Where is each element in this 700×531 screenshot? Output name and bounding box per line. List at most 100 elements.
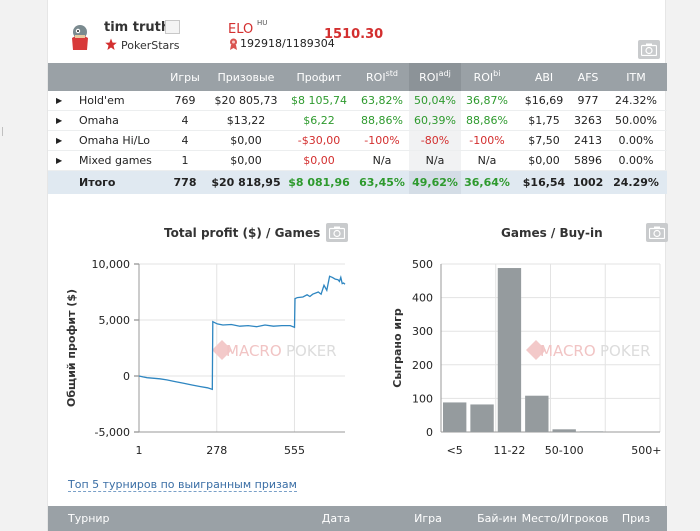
camera-icon xyxy=(641,43,657,56)
expand-arrow-icon[interactable]: ▶ xyxy=(56,116,63,125)
cell-abi: $0,00 xyxy=(528,154,560,167)
stats-row[interactable]: ▶ Omaha 4 $13,22 $6,22 88,86% 60,39% 88,86% $1,7… xyxy=(48,111,667,131)
buyin-chart-title: Games / Buy-in xyxy=(501,226,603,240)
profit-chart: -5,000 0 5,000 10,000 1 278 555 MACRO POKER Общий… xyxy=(65,258,346,457)
cell-afs: 5896 xyxy=(574,154,602,167)
cell-abi: $7,50 xyxy=(528,134,560,147)
cell-prizes: $0,00 xyxy=(230,154,262,167)
cell-games: 769 xyxy=(174,94,196,107)
elo-label: ELO xyxy=(228,22,254,37)
stats-table: Игры Призовые Профит ROI std ROI adj ROI bi… xyxy=(48,63,667,194)
header-game[interactable]: Игра xyxy=(414,512,442,525)
poker-room-name: PokerStars xyxy=(121,39,180,52)
cell-abi: $16,69 xyxy=(524,94,564,107)
x-tick-label: 1 xyxy=(136,444,143,457)
expand-arrow-icon[interactable]: ▶ xyxy=(56,156,63,165)
header-roi-adj-label: ROI xyxy=(419,70,439,84)
header-tournament[interactable]: Турнир xyxy=(68,512,110,525)
cell-roi: 63,82% xyxy=(361,94,403,107)
y-axis-label: Сыграно игр xyxy=(391,308,404,388)
cell-games: 4 xyxy=(181,134,189,147)
left-background xyxy=(0,0,47,531)
header-roi-bi[interactable]: ROI bi xyxy=(462,63,512,91)
header-prizes[interactable]: Призовые xyxy=(217,70,275,84)
profit-chart-screenshot-button[interactable] xyxy=(326,223,348,242)
cell-roi-adj: -80% xyxy=(420,134,450,147)
total-itm: 24.29% xyxy=(613,176,659,189)
top5-tournaments-link[interactable]: Топ 5 турниров по выигранным призам xyxy=(68,478,297,492)
watermark-text: MACRO xyxy=(226,342,282,360)
header-roi-std-label: ROI xyxy=(366,70,386,84)
cell-roi-bi: N/a xyxy=(477,154,497,167)
y-tick-label: 0 xyxy=(426,426,433,439)
header-roi-bi-sup: bi xyxy=(493,68,501,78)
total-games: 778 xyxy=(173,176,197,189)
header-profit[interactable]: Профит xyxy=(296,70,342,84)
cell-roi-adj: 60,39% xyxy=(414,114,456,127)
elo-value: 1510.30 xyxy=(324,27,384,42)
y-tick-label: 0 xyxy=(123,370,130,383)
bar-11-22 xyxy=(497,268,522,432)
x-tick-label: 555 xyxy=(284,444,305,457)
total-afs: 1002 xyxy=(572,176,604,189)
y-tick-label: 200 xyxy=(412,359,433,372)
header-roi-adj-sup: adj xyxy=(438,68,451,78)
total-roi-bi: 36,64% xyxy=(464,176,510,189)
y-tick-label: 5,000 xyxy=(99,314,131,327)
header-date[interactable]: Дата xyxy=(321,512,351,525)
avatar xyxy=(72,25,88,50)
cell-abi: $1,75 xyxy=(528,114,560,127)
header-place[interactable]: Место/Игроков xyxy=(521,512,609,525)
total-abi: $16,54 xyxy=(522,176,566,189)
buyin-chart-screenshot-button[interactable] xyxy=(646,223,668,242)
stats-screenshot-button[interactable] xyxy=(638,40,660,59)
watermark-text: MACRO xyxy=(540,342,596,360)
x-tick-label: 11-22 xyxy=(493,444,525,457)
cell-roi: N/a xyxy=(372,154,392,167)
cell-prizes: $0,00 xyxy=(230,134,262,147)
watermark-logo-icon xyxy=(212,340,232,360)
profile-note-icon[interactable] xyxy=(165,20,180,34)
header-abi[interactable]: ABI xyxy=(534,70,554,84)
x-tick-label: <5 xyxy=(447,444,463,457)
cell-profit: $6,22 xyxy=(303,114,335,127)
watermark-logo: MACRO POKER xyxy=(212,340,337,360)
profit-series-line xyxy=(138,275,346,391)
header-roi-adj[interactable]: ROI adj xyxy=(409,63,461,91)
total-label: Итого xyxy=(79,176,116,189)
header-games[interactable]: Игры xyxy=(170,70,200,84)
right-background xyxy=(665,0,700,531)
cell-afs: 977 xyxy=(577,94,599,107)
header-afs[interactable]: AFS xyxy=(577,70,599,84)
watermark-logo: MACRO POKER xyxy=(526,340,651,360)
cell-profit: -$30,00 xyxy=(297,134,341,147)
cell-roi-bi: 36,87% xyxy=(466,94,508,107)
game-type-name: Omaha Hi/Lo xyxy=(79,134,151,147)
header-itm[interactable]: ITM xyxy=(626,70,646,84)
header-prize[interactable]: Приз xyxy=(621,512,651,525)
cell-itm: 24.32% xyxy=(615,94,657,107)
cell-games: 1 xyxy=(181,154,189,167)
stats-row[interactable]: ▶ Mixed games 1 $0,00 $0,00 N/a N/a N/a $0,00 589… xyxy=(48,151,667,171)
stats-total-row: Итого 778 $20 818,95 $8 081,96 63,45% 49… xyxy=(48,171,667,194)
buyin-chart: 0 100 200 300 400 500 MACRO POKER <5 11-22 50-100 5… xyxy=(391,258,661,457)
expand-arrow-icon[interactable]: ▶ xyxy=(56,96,63,105)
pokerstars-logo-icon xyxy=(105,38,117,50)
top5-table-header: Турнир Дата Игра Бай-ин Место/Игроков Пр… xyxy=(48,506,667,531)
watermark-text: POKER xyxy=(600,342,651,360)
stats-row[interactable]: ▶ Hold'em 769 $20 805,73 $8 105,74 63,82% 50,0… xyxy=(48,91,667,111)
header-buyin[interactable]: Бай-ин xyxy=(477,512,517,525)
header-roi-std[interactable]: ROI std xyxy=(356,63,408,91)
header-roi-bi-label: ROI xyxy=(473,70,494,84)
expand-arrow-icon[interactable]: ▶ xyxy=(56,136,63,145)
cell-roi-bi: -100% xyxy=(469,134,505,147)
game-type-name: Mixed games xyxy=(79,154,152,167)
bar-100-200 xyxy=(579,431,604,432)
y-tick-label: 400 xyxy=(412,292,433,305)
stats-row[interactable]: ▶ Omaha Hi/Lo 4 $0,00 -$30,00 -100% -80% -100% $… xyxy=(48,131,667,151)
watermark-text: POKER xyxy=(286,342,337,360)
y-tick-label: -5,000 xyxy=(95,426,130,439)
y-axis-label: Общий профит ($) xyxy=(65,289,78,407)
player-name[interactable]: tim truth xyxy=(104,20,171,35)
total-roi-std: 63,45% xyxy=(359,176,405,189)
